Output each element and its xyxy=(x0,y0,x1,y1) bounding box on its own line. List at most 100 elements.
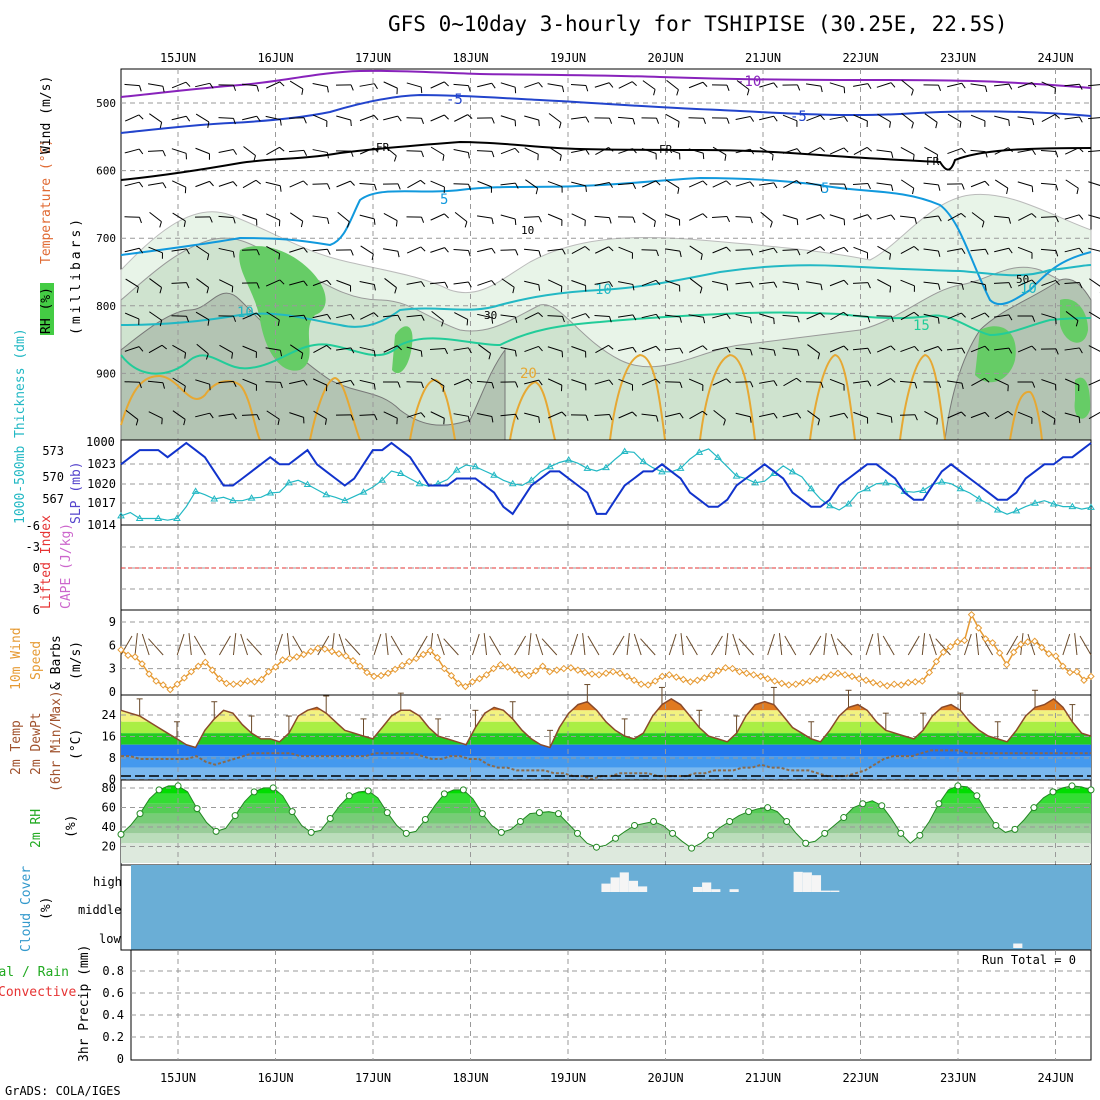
wind10m-marker xyxy=(932,657,941,666)
thickness-marker xyxy=(285,478,293,486)
rh-marker xyxy=(1087,786,1095,794)
wind-barb xyxy=(195,180,210,188)
wind-barb-flag xyxy=(1007,147,1013,153)
wind-barb xyxy=(641,413,657,417)
wind10m-barb xyxy=(711,635,723,656)
wind-barb xyxy=(970,248,986,252)
wind-barb xyxy=(876,182,892,186)
wind-barb-flag xyxy=(491,382,495,389)
cloud-bars xyxy=(601,871,1023,948)
wind10m-marker xyxy=(524,671,533,680)
wind10m-barb xyxy=(685,635,698,656)
wind-barb-flag xyxy=(819,147,825,152)
freeze-label-1: FR xyxy=(376,141,390,154)
thickness-marker xyxy=(1068,502,1077,510)
wind-barb-flag xyxy=(819,246,825,251)
wind-barb-flag xyxy=(136,286,139,293)
wind-barb-flag xyxy=(374,414,378,421)
wind-barb xyxy=(806,83,821,87)
wind-barb-flag xyxy=(232,149,238,155)
wind-barb xyxy=(759,147,774,155)
temp-label-minus10: -10 xyxy=(736,74,761,90)
wind-barb-flag xyxy=(843,345,849,351)
wind10m-barb xyxy=(921,633,926,656)
wind-barb-flag xyxy=(1032,381,1036,388)
wind-barb xyxy=(383,81,398,89)
wind10m-marker xyxy=(1002,660,1011,669)
wind10m-marker xyxy=(546,667,554,676)
temp-label-10-left: 10 xyxy=(237,305,254,321)
wind-barb-flag xyxy=(326,345,332,350)
wind10m-marker xyxy=(145,670,153,678)
wind-barb xyxy=(665,179,680,189)
wind-barb xyxy=(783,377,797,387)
wind-barb xyxy=(219,279,233,287)
wind-barb xyxy=(149,113,162,123)
wind-barb-flag xyxy=(373,147,379,153)
wind-barb xyxy=(195,82,210,88)
wind-barb-flag xyxy=(441,320,444,327)
wind-barb-flag xyxy=(656,117,660,124)
wind-barb-flag xyxy=(350,249,354,256)
wind-barb-flag xyxy=(655,280,661,286)
wind10m-barb xyxy=(275,633,283,656)
wind-barb xyxy=(712,378,727,386)
wind-barb xyxy=(641,313,657,319)
rh-marker xyxy=(326,815,334,823)
wind-barb-flag xyxy=(702,345,708,351)
wind-barb-flag xyxy=(677,121,680,128)
upper-air-panel: -10 -5 -5 FR FR FR 5 5 10 10 10 15 20 10… xyxy=(96,68,1100,441)
wind-barb xyxy=(524,82,539,88)
wind-barb-flag xyxy=(301,88,304,95)
wind-barb xyxy=(829,412,845,418)
wind-barb xyxy=(336,279,351,287)
wind-barb xyxy=(595,246,609,254)
rh-marker xyxy=(478,810,486,818)
wind-barb-flag xyxy=(653,220,656,227)
wind-barb-flag xyxy=(796,219,799,226)
wind-barb-flag xyxy=(702,81,708,87)
wind-barb xyxy=(664,314,681,318)
wind-barb-flag xyxy=(585,149,590,155)
wind10m-marker xyxy=(1009,648,1018,656)
wind10m-barb xyxy=(292,635,305,656)
stability-tick: 6 xyxy=(33,603,40,617)
wind-barb-flag xyxy=(183,385,186,392)
wind-barb-flag xyxy=(1055,348,1059,355)
wind-barb-flag xyxy=(914,346,919,352)
top-day-label: 23JUN xyxy=(940,51,976,65)
wind-barb-flag xyxy=(913,311,919,317)
wind-barb-flag xyxy=(820,214,825,220)
wind-barb-flag xyxy=(773,115,778,122)
wind-barb-flag xyxy=(185,115,191,122)
wind-barb-flag xyxy=(162,182,167,189)
pressure-level-label: 700 xyxy=(96,232,116,245)
wind-barb xyxy=(359,183,375,185)
wind-barb xyxy=(430,180,445,188)
wind-barb-flag xyxy=(585,313,590,319)
wind10m-barb xyxy=(975,633,980,656)
wind-barb-flag xyxy=(984,378,990,383)
temp-contour-5 xyxy=(120,176,1092,306)
wind10m-barb xyxy=(778,633,783,656)
wind-barb-flag xyxy=(374,184,377,191)
wind-barb xyxy=(383,115,398,121)
wind10m-barb xyxy=(640,638,656,656)
wind10m-barb xyxy=(935,638,951,656)
wind10m-marker xyxy=(370,672,378,681)
wind-barb xyxy=(548,113,562,123)
precip-tick: 0 xyxy=(117,1052,124,1066)
wind-barb-flag xyxy=(442,385,445,392)
wind-barb-flag xyxy=(961,82,966,89)
wind-barb-flag xyxy=(608,182,614,188)
wind10m-marker xyxy=(1059,662,1067,670)
precip-tick: 0.2 xyxy=(102,1030,124,1044)
wind-barb-flag xyxy=(938,84,942,91)
wind-barb-flag xyxy=(984,85,988,93)
run-total-label: Run Total = 0 xyxy=(982,953,1076,967)
wind-barb xyxy=(594,82,610,88)
rh-marker xyxy=(440,790,448,798)
wind-barb-flag xyxy=(1078,116,1083,123)
wind-barb xyxy=(665,148,680,154)
rh-label-10: 10 xyxy=(521,224,534,237)
